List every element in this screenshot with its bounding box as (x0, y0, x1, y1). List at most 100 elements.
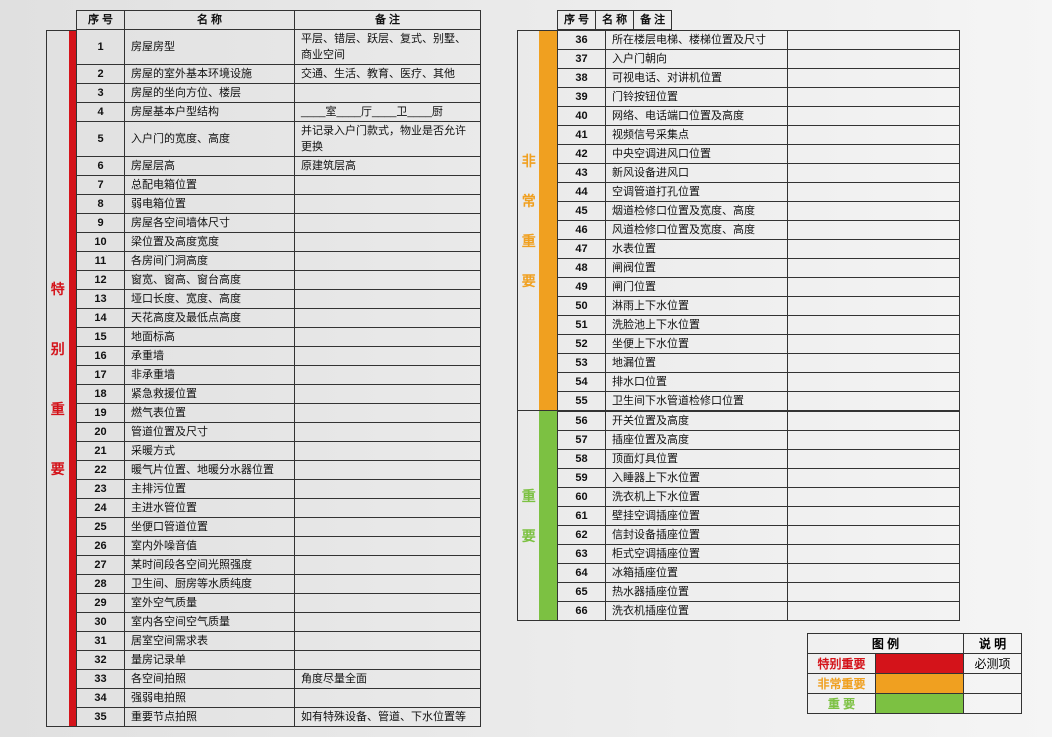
table-row: 5入户门的宽度、高度并记录入户门款式，物业是否允许更换 (77, 122, 481, 157)
cell-note (295, 423, 481, 442)
cell-sn: 57 (558, 431, 606, 450)
cell-name: 洗衣机插座位置 (606, 602, 788, 621)
cell-sn: 42 (558, 145, 606, 164)
cell-name: 承重墙 (125, 347, 295, 366)
legend-label: 特别重要 (808, 654, 876, 674)
cell-name: 非承重墙 (125, 366, 295, 385)
cell-note: 角度尽量全面 (295, 670, 481, 689)
cell-name: 坐便口管道位置 (125, 518, 295, 537)
cell-name: 房屋基本户型结构 (125, 103, 295, 122)
cell-sn: 64 (558, 564, 606, 583)
cell-name: 采暖方式 (125, 442, 295, 461)
cell-sn: 20 (77, 423, 125, 442)
cell-name: 新风设备进风口 (606, 164, 788, 183)
cell-sn: 7 (77, 176, 125, 195)
table-row: 28卫生间、厨房等水质纯度 (77, 575, 481, 594)
cell-note (788, 69, 960, 88)
cell-name: 网络、电话端口位置及高度 (606, 107, 788, 126)
cell-name: 地漏位置 (606, 354, 788, 373)
cell-note (788, 126, 960, 145)
col-note: 备 注 (634, 11, 672, 30)
table-row: 46风道检修口位置及宽度、高度 (558, 221, 960, 240)
legend-row: 非常重要 (808, 674, 1022, 694)
cell-note (788, 583, 960, 602)
cell-name: 淋雨上下水位置 (606, 297, 788, 316)
table-row: 45烟道检修口位置及宽度、高度 (558, 202, 960, 221)
cell-sn: 1 (77, 30, 125, 65)
cell-sn: 38 (558, 69, 606, 88)
table-row: 59入睡器上下水位置 (558, 469, 960, 488)
side-char: 特 (51, 279, 65, 299)
cell-note: 如有特殊设备、管道、下水位置等 (295, 708, 481, 727)
table-row: 40网络、电话端口位置及高度 (558, 107, 960, 126)
cell-note (788, 526, 960, 545)
cell-name: 主排污位置 (125, 480, 295, 499)
right-stripe (539, 411, 557, 620)
cell-note (788, 450, 960, 469)
cell-name: 闸阀位置 (606, 259, 788, 278)
cell-note (295, 328, 481, 347)
cell-sn: 27 (77, 556, 125, 575)
cell-name: 水表位置 (606, 240, 788, 259)
cell-sn: 49 (558, 278, 606, 297)
cell-sn: 47 (558, 240, 606, 259)
cell-note (788, 183, 960, 202)
cell-name: 某时间段各空间光照强度 (125, 556, 295, 575)
cell-name: 可视电话、对讲机位置 (606, 69, 788, 88)
table-row: 47水表位置 (558, 240, 960, 259)
cell-name: 各空间拍照 (125, 670, 295, 689)
cell-name: 排水口位置 (606, 373, 788, 392)
cell-name: 视频信号采集点 (606, 126, 788, 145)
cell-sn: 2 (77, 65, 125, 84)
legend-row: 特别重要 必测项 (808, 654, 1022, 674)
table-row: 50淋雨上下水位置 (558, 297, 960, 316)
cell-sn: 44 (558, 183, 606, 202)
col-sn: 序 号 (558, 11, 596, 30)
cell-name: 居室空间需求表 (125, 632, 295, 651)
table-row: 38可视电话、对讲机位置 (558, 69, 960, 88)
left-color-stripe (69, 31, 76, 726)
side-char: 要 (522, 271, 536, 291)
right-side-block: 重要 (517, 411, 557, 621)
cell-note (788, 602, 960, 621)
table-row: 11各房间门洞高度 (77, 252, 481, 271)
table-row: 62信封设备插座位置 (558, 526, 960, 545)
table-row: 55卫生间下水管道检修口位置 (558, 392, 960, 411)
cell-sn: 9 (77, 214, 125, 233)
table-row: 19燃气表位置 (77, 404, 481, 423)
legend-label: 重 要 (808, 694, 876, 714)
right-stripe-col (539, 411, 557, 620)
cell-sn: 4 (77, 103, 125, 122)
cell-note (788, 412, 960, 431)
cell-sn: 52 (558, 335, 606, 354)
table-row: 44空调管道打孔位置 (558, 183, 960, 202)
cell-name: 门铃按钮位置 (606, 88, 788, 107)
cell-sn: 23 (77, 480, 125, 499)
cell-sn: 3 (77, 84, 125, 103)
legend-desc (964, 694, 1022, 714)
cell-sn: 66 (558, 602, 606, 621)
col-note: 备 注 (295, 11, 481, 30)
table-row: 54排水口位置 (558, 373, 960, 392)
cell-note (295, 594, 481, 613)
cell-sn: 50 (558, 297, 606, 316)
legend-swatch (876, 694, 964, 714)
cell-note (788, 488, 960, 507)
cell-note (295, 404, 481, 423)
table-row: 36所在楼层电梯、楼梯位置及尺寸 (558, 31, 960, 50)
table-row: 66洗衣机插座位置 (558, 602, 960, 621)
cell-name: 闸门位置 (606, 278, 788, 297)
cell-note (788, 164, 960, 183)
cell-note (788, 469, 960, 488)
table-row: 12窗宽、窗高、窗台高度 (77, 271, 481, 290)
table-row: 27某时间段各空间光照强度 (77, 556, 481, 575)
table-row: 1房屋房型平层、错层、跃层、复式、别墅、商业空间 (77, 30, 481, 65)
col-sn: 序 号 (77, 11, 125, 30)
legend-desc: 必测项 (964, 654, 1022, 674)
cell-name: 入户门朝向 (606, 50, 788, 69)
table-row: 37入户门朝向 (558, 50, 960, 69)
side-char: 常 (522, 191, 536, 211)
cell-note (788, 31, 960, 50)
cell-sn: 13 (77, 290, 125, 309)
table-row: 34强弱电拍照 (77, 689, 481, 708)
